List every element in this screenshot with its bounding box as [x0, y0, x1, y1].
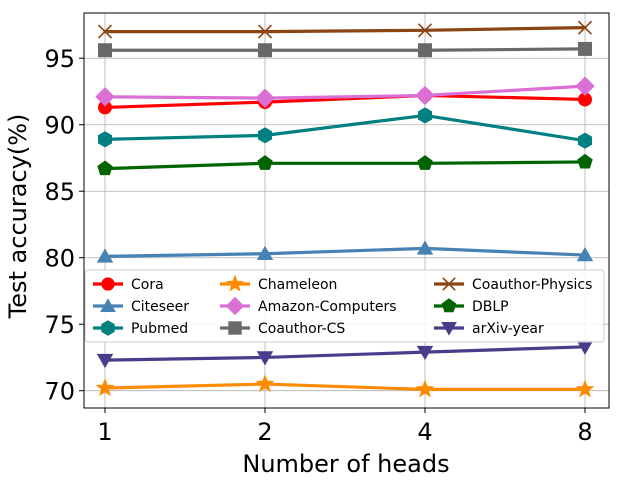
data-point — [96, 353, 114, 369]
legend-item-amazon-computers: Amazon-Computers — [220, 296, 397, 316]
series-line — [103, 93, 587, 110]
data-point — [258, 43, 272, 58]
series-line — [103, 113, 587, 143]
legend-label: Coauthor-Physics — [472, 277, 592, 293]
series-cora — [98, 88, 592, 115]
data-point — [256, 351, 274, 366]
legend-marker — [101, 320, 115, 336]
series-line — [103, 26, 587, 34]
data-point — [578, 132, 592, 149]
series-line — [103, 246, 587, 258]
data-point — [415, 85, 435, 106]
series-amazon-computers — [95, 76, 595, 108]
data-point — [575, 379, 595, 398]
legend-item-citeseer: Citeseer — [93, 298, 189, 315]
legend-box — [84, 269, 605, 343]
legend-label: Pubmed — [131, 321, 188, 337]
legend-label: arXiv-year — [472, 321, 544, 337]
data-point — [258, 127, 272, 144]
data-point — [417, 23, 433, 38]
legend-label: DBLP — [472, 299, 509, 315]
legend-marker — [441, 298, 457, 313]
data-point — [418, 107, 432, 124]
legend-item-coauthor-physics: Coauthor-Physics — [434, 277, 592, 293]
legend-item-chameleon: Chameleon — [220, 274, 337, 293]
data-point — [255, 374, 275, 393]
legend-item-dblp: DBLP — [434, 298, 509, 315]
data-point — [577, 153, 593, 169]
y-axis-title: Test accuracy(%) — [4, 114, 32, 320]
data-point — [257, 24, 273, 39]
x-axis-ticks: 1 2 4 8 — [97, 408, 593, 446]
data-point — [256, 245, 274, 260]
data-point — [257, 155, 273, 170]
x-axis-title: Number of heads — [242, 450, 449, 478]
legend-marker — [100, 298, 116, 312]
legend-item-arxiv-year: arXiv-year — [434, 321, 544, 337]
data-point — [576, 247, 594, 262]
data-point — [575, 76, 595, 96]
legend-label: Cora — [131, 277, 164, 293]
data-point — [255, 88, 275, 108]
legend-label: Amazon-Computers — [258, 299, 397, 315]
data-point — [98, 43, 112, 58]
y-tick-label: 75 — [44, 311, 75, 339]
data-point — [415, 379, 435, 398]
legend-marker — [101, 277, 115, 291]
data-point — [98, 131, 112, 148]
legend-marker — [442, 277, 456, 291]
data-point — [418, 43, 432, 58]
legend-item-cora: Cora — [93, 277, 164, 293]
data-point — [578, 41, 592, 56]
x-tick-label: 2 — [257, 418, 272, 446]
legend-label: Coauthor-CS — [258, 321, 345, 337]
y-tick-label: 95 — [44, 45, 75, 73]
data-point — [95, 87, 115, 107]
series-coauthor-physics — [97, 20, 593, 39]
plot-frame — [83, 12, 610, 409]
series-layer — [95, 20, 595, 398]
y-tick-label: 90 — [44, 112, 75, 140]
y-tick-label: 85 — [44, 178, 75, 206]
data-point — [416, 345, 434, 361]
data-point — [97, 24, 113, 39]
data-point — [97, 160, 113, 176]
legend-marker — [441, 322, 457, 336]
y-axis-ticks: 70 75 80 85 90 95 — [44, 45, 84, 406]
series-line — [103, 84, 587, 100]
data-point — [417, 155, 433, 170]
x-tick-label: 1 — [97, 418, 112, 446]
series-chameleon — [95, 374, 595, 398]
series-line — [103, 47, 587, 52]
legend-marker — [225, 296, 245, 316]
series-arxiv-year — [96, 340, 594, 369]
data-point — [96, 248, 114, 263]
legend-item-pubmed: Pubmed — [93, 320, 188, 337]
series-citeseer — [96, 240, 594, 263]
x-tick-label: 4 — [417, 418, 432, 446]
legend-label: Citeseer — [131, 299, 189, 315]
data-point — [577, 20, 593, 35]
series-coauthor-cs — [98, 41, 592, 58]
y-tick-label: 70 — [44, 378, 75, 406]
data-point — [95, 378, 115, 397]
y-tick-label: 80 — [44, 245, 75, 273]
legend-marker — [225, 274, 245, 292]
x-tick-label: 8 — [577, 418, 592, 446]
legend-marker — [228, 321, 242, 335]
data-point — [416, 240, 434, 255]
series-pubmed — [98, 107, 592, 149]
legend: Cora Citeseer Pubmed Chameleon Amazon-Comput… — [84, 269, 605, 343]
series-line — [103, 382, 587, 391]
series-dblp — [97, 153, 593, 176]
series-line — [103, 160, 587, 171]
series-line — [103, 345, 587, 362]
legend-item-coauthor-cs: Coauthor-CS — [220, 321, 345, 337]
legend-label: Chameleon — [258, 277, 337, 293]
